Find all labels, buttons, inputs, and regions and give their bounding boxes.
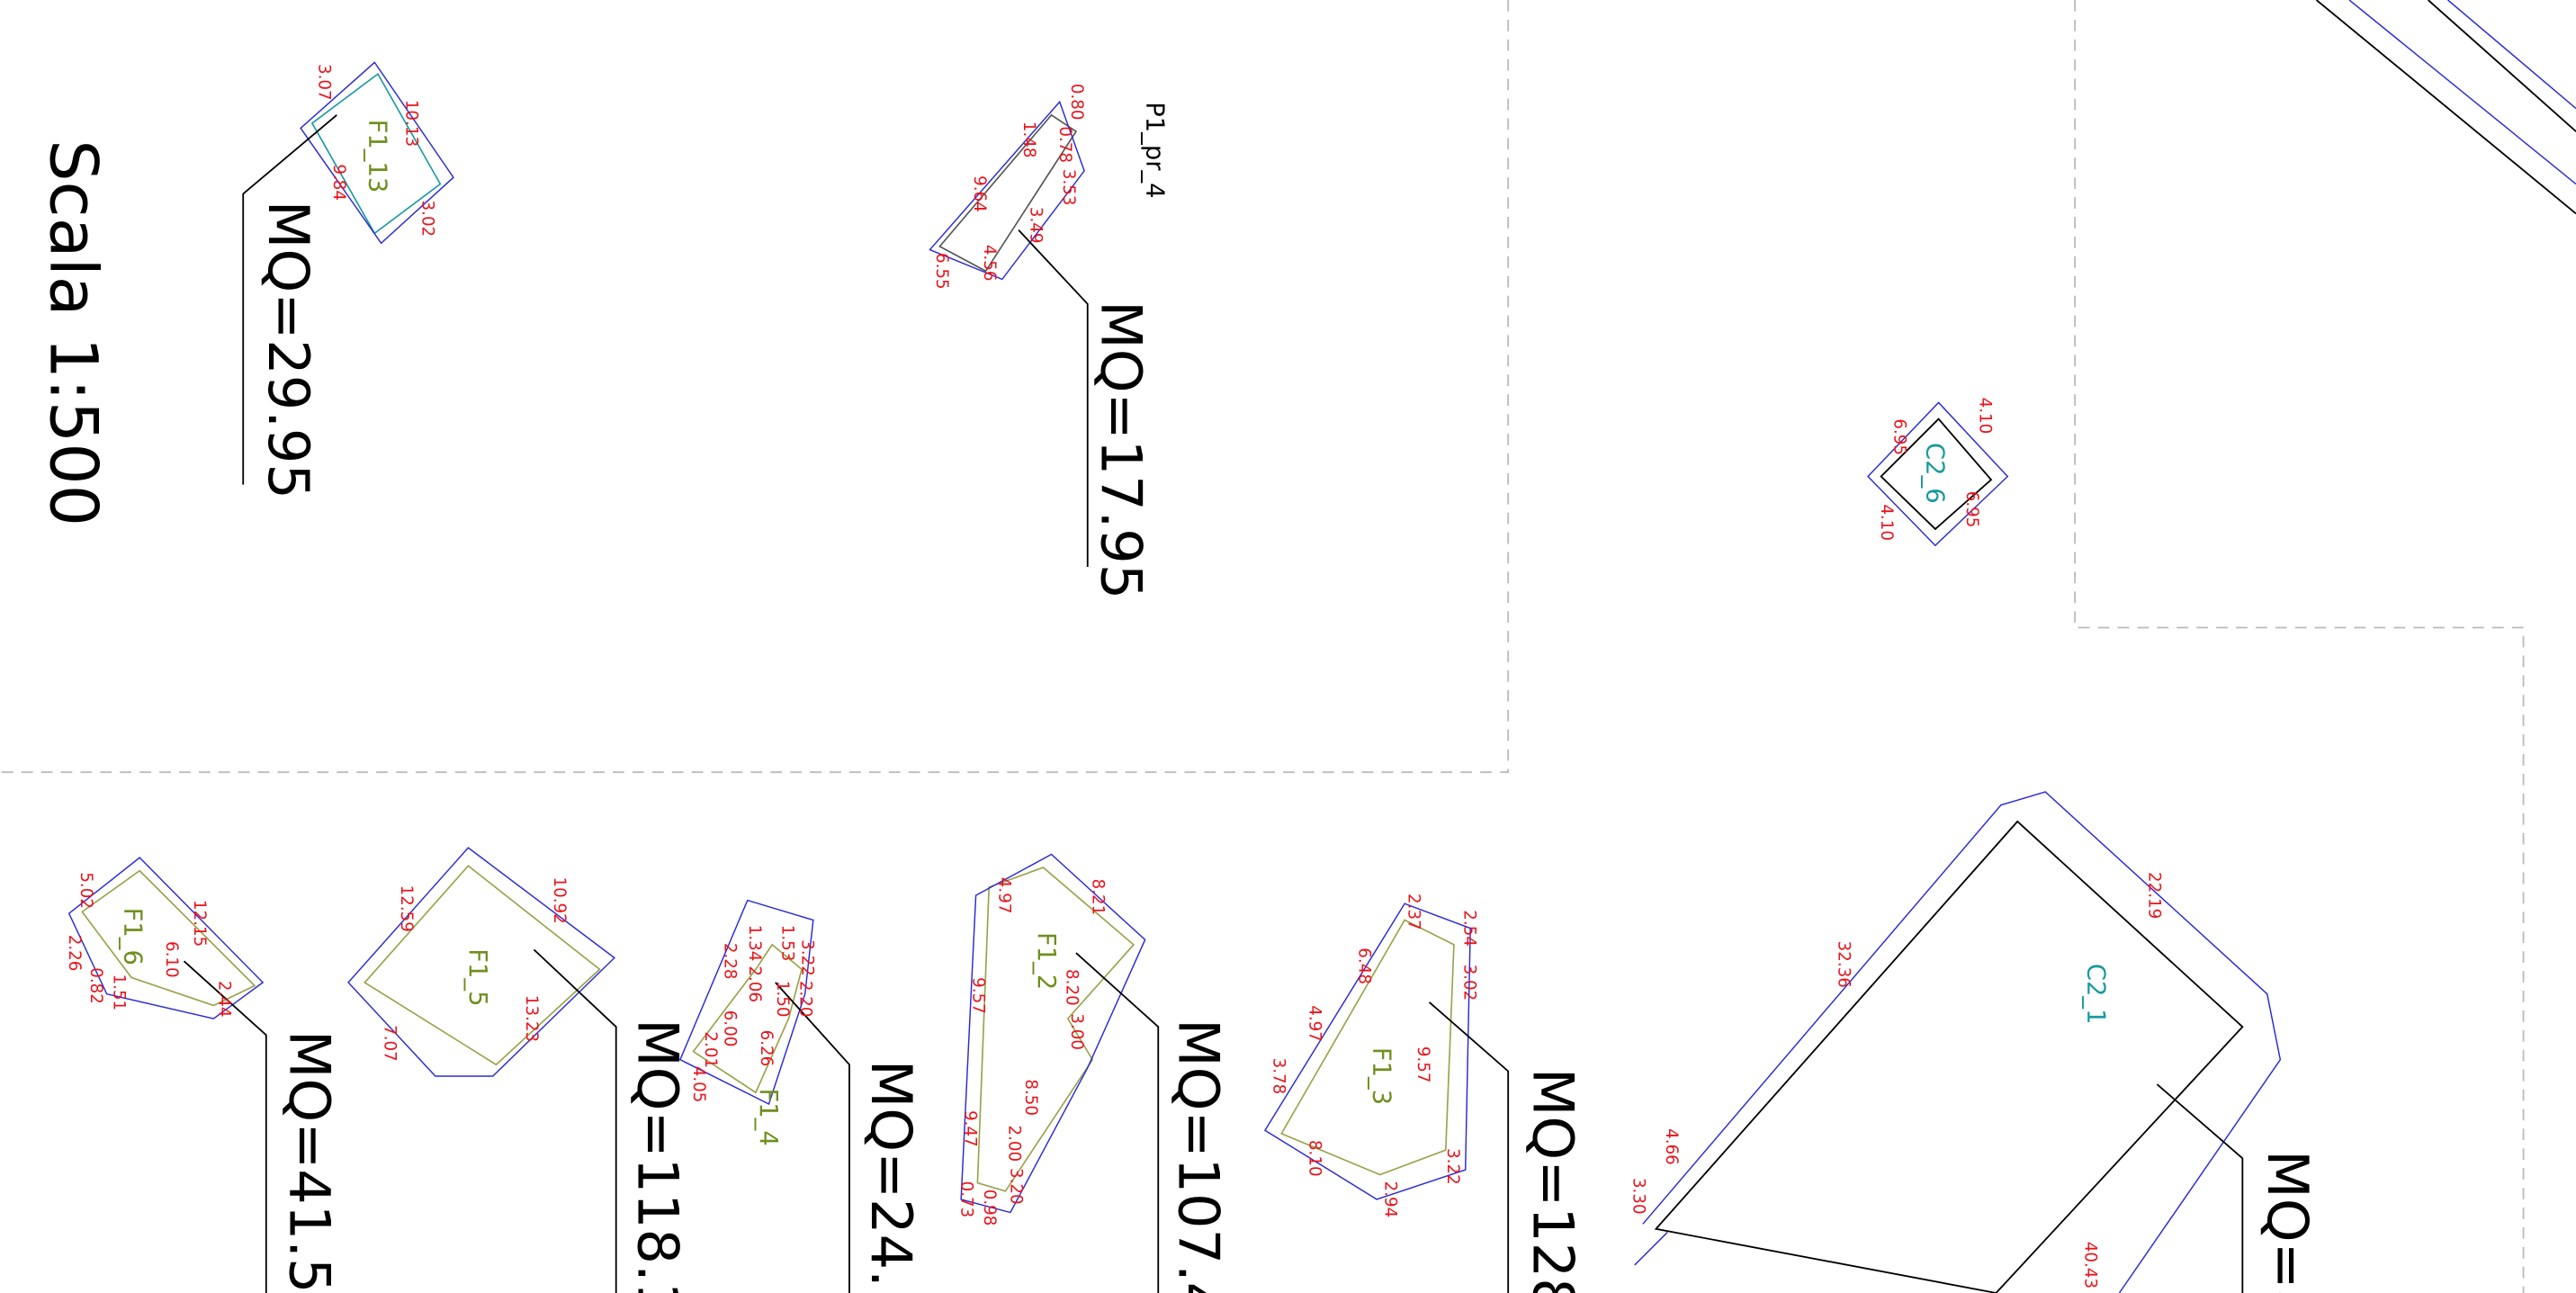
dimension: 2.94 <box>1381 1181 1400 1218</box>
dimension: 3.02 <box>1459 965 1478 1001</box>
dimension: 0.78 <box>1055 126 1074 163</box>
area-label: MQ=29.95 <box>256 201 321 499</box>
dimension: 3.07 <box>315 64 334 101</box>
dimension: 3.20 <box>1006 1168 1025 1205</box>
dimension: 0.82 <box>86 967 105 1004</box>
shape-name: F1_4 <box>754 1088 782 1145</box>
dimension: 8.20 <box>1062 969 1081 1006</box>
dimension: 9.84 <box>329 164 348 201</box>
dimension: 12.15 <box>190 900 209 947</box>
dimension: 8.21 <box>1089 879 1108 916</box>
dimension: 10.92 <box>550 876 569 923</box>
dimension: 3.78 <box>1270 1058 1288 1095</box>
area-label: MQ=17.95 <box>1089 301 1154 599</box>
scale-label: Scala 1:500 <box>35 139 112 526</box>
dimension: 8.10 <box>1306 1140 1324 1177</box>
dimension: 22.19 <box>2145 872 2164 919</box>
dimension: 6.48 <box>1354 947 1373 984</box>
dimension: 12.59 <box>397 885 416 932</box>
dimension: 3.53 <box>1059 169 1078 206</box>
dimension: 6.95 <box>1890 418 1909 455</box>
dimension: 2.01 <box>701 1031 720 1068</box>
dimension: 3.49 <box>1026 207 1045 244</box>
dimension: 5.02 <box>76 872 95 909</box>
dimension: 0.98 <box>980 1190 999 1226</box>
dimension: 1.34 <box>745 925 764 962</box>
shape-name: C2_1 <box>2082 964 2110 1025</box>
dimension: 4.97 <box>995 877 1014 914</box>
dimension: 6.26 <box>757 1030 776 1067</box>
dimension: 4.05 <box>689 1066 708 1103</box>
area-label: MQ=107.4 <box>1165 1019 1231 1293</box>
dimension: 2.20 <box>796 981 815 1018</box>
dimension: 0.80 <box>1067 84 1086 121</box>
dimension: 6.95 <box>1962 491 1981 528</box>
area-label: MQ=24.1 <box>858 1060 924 1293</box>
dimension: 2.54 <box>1459 910 1478 947</box>
dimension: 4.56 <box>980 245 999 282</box>
dimension: 7.07 <box>381 1025 399 1062</box>
dimension: 6.55 <box>932 253 951 290</box>
shape-name: F1_2 <box>1032 932 1060 990</box>
linework <box>67 0 2576 1293</box>
dimension: 10.13 <box>401 100 420 147</box>
shape-name: F1_6 <box>119 908 147 965</box>
dimension: 4.10 <box>1877 504 1896 541</box>
shape-name: F1_13 <box>364 120 391 193</box>
dimension: 3.30 <box>1629 1178 1647 1215</box>
dimension: 2.06 <box>745 965 764 1002</box>
dimension: 4.10 <box>1976 398 1995 435</box>
dimension: 3.22 <box>1443 1148 1462 1185</box>
dimension: 6.00 <box>721 1010 740 1047</box>
dimension: 3.22 <box>798 939 817 976</box>
area-label: MQ=8 <box>2255 1150 2320 1293</box>
dimension: 3.00 <box>1067 1013 1086 1050</box>
dimension: 6.10 <box>162 941 181 978</box>
dimension: 4.66 <box>1662 1128 1681 1165</box>
dimension: 1.53 <box>778 925 797 962</box>
dimension: 2.44 <box>214 981 233 1018</box>
dimension: 9.64 <box>970 175 989 212</box>
dimension: 4.97 <box>1306 1005 1324 1042</box>
dimension: 1.48 <box>1019 121 1038 158</box>
plot-label: P1_pr_4 <box>1140 102 1168 198</box>
dimension: 13.23 <box>522 995 541 1042</box>
dimension: 2.28 <box>721 943 740 980</box>
dimension: 1.50 <box>773 981 792 1018</box>
area-label: MQ=41.55 <box>277 1030 343 1293</box>
dimension: 2.37 <box>1404 893 1423 930</box>
labels: Scala 1:500 P1_pr_4 MQ=29.95 MQ=17.95 MQ=41.… <box>35 64 2320 1293</box>
shape-name: F1_3 <box>1367 1047 1395 1105</box>
dimension: 9.47 <box>960 1110 979 1147</box>
dimension: 9.57 <box>968 977 987 1014</box>
shape-name: F1_5 <box>463 948 491 1006</box>
dimension: 2.00 <box>1005 1126 1024 1163</box>
dimension: 32.36 <box>1835 941 1853 988</box>
dimension: 40.43 <box>2081 1242 2100 1289</box>
shape-name: C2_6 <box>1921 443 1949 504</box>
dimension: 8.50 <box>1021 1079 1040 1116</box>
area-label: MQ=128 <box>1521 1068 1586 1293</box>
dimension: 2.26 <box>65 935 84 972</box>
dimension: 3.02 <box>418 201 437 238</box>
dimension: 1.51 <box>109 974 128 1011</box>
area-label: MQ=118.1 <box>625 1019 691 1293</box>
dimension: 0.73 <box>957 1181 976 1218</box>
dimension: 9.57 <box>1414 1046 1432 1083</box>
